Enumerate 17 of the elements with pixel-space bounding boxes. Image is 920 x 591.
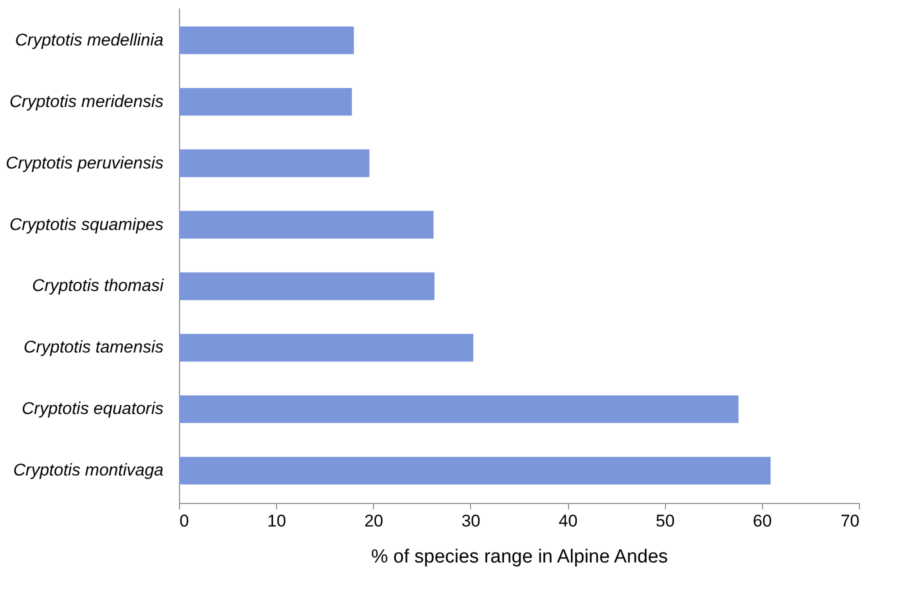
x-tick-label: 60 — [752, 512, 772, 530]
x-axis-title: % of species range in Alpine Andes — [371, 546, 668, 568]
y-tick-label: Cryptotis meridensis — [10, 92, 164, 111]
x-tick-label: 0 — [180, 512, 189, 530]
y-tick-label: Cryptotis tamensis — [24, 338, 164, 357]
x-tick-label: 40 — [558, 512, 578, 530]
y-tick-label: Cryptotis equatoris — [22, 399, 164, 418]
y-tick-label: Cryptotis thomasi — [32, 276, 165, 296]
x-tick-label: 10 — [267, 512, 286, 530]
y-tick-label: Cryptotis medellinia — [15, 30, 164, 50]
x-tick-label: 50 — [656, 512, 675, 530]
y-tick-label: Cryptotis peruviensis — [6, 153, 164, 172]
x-tick-label: 70 — [840, 512, 860, 530]
x-tick-label: 30 — [461, 512, 480, 530]
y-tick-label: Cryptotis montivaga — [13, 460, 164, 480]
x-tick-label: 20 — [364, 512, 384, 530]
y-tick-label: Cryptotis squamipes — [9, 214, 164, 234]
